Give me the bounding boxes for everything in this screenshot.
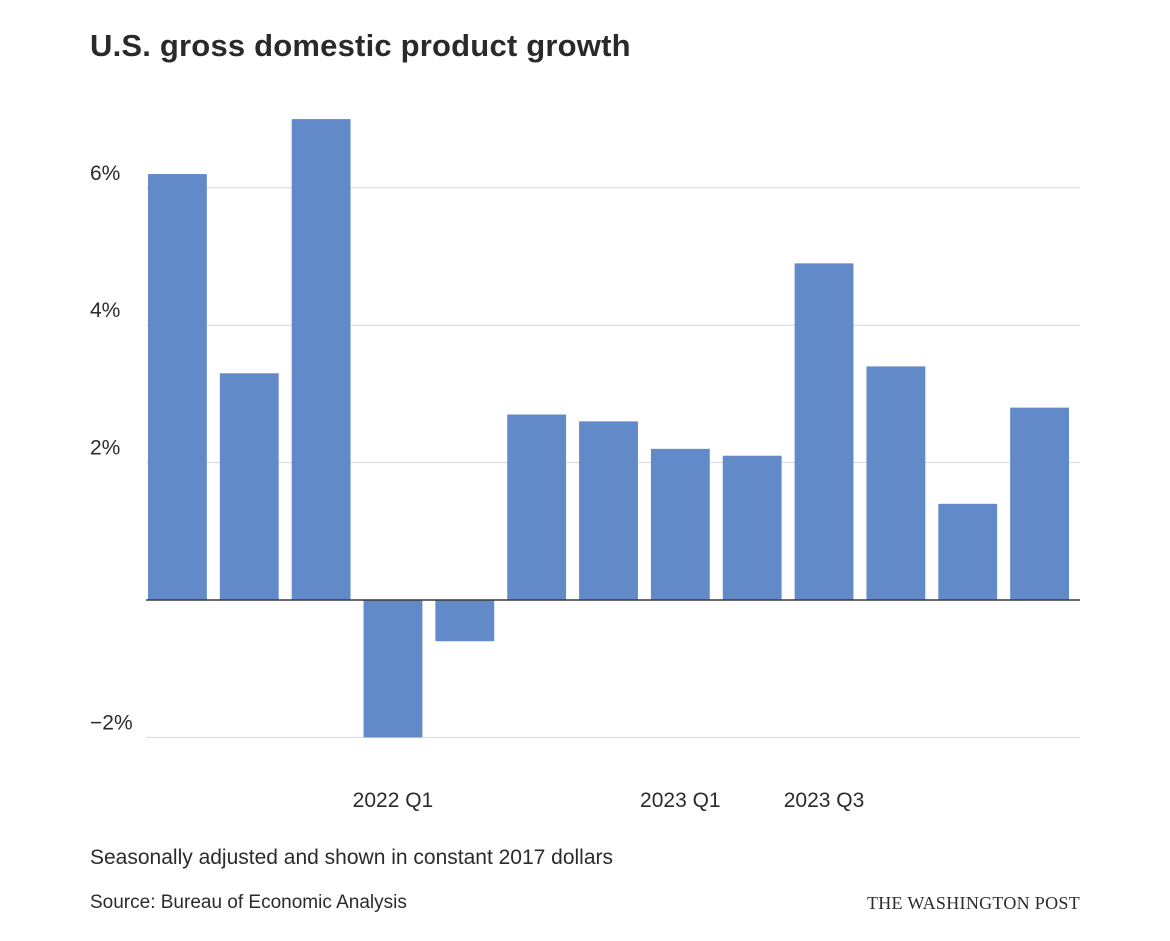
tick-labels: −2% 2% 4% 6% 2022 Q1 2023 Q1 2023 Q3 (90, 162, 864, 812)
chart-note: Seasonally adjusted and shown in constan… (90, 846, 614, 869)
bar (1010, 407, 1069, 600)
x-tick-label: 2022 Q1 (353, 789, 434, 812)
bar (435, 600, 495, 642)
bar (794, 263, 854, 600)
bar (866, 366, 926, 600)
bar (722, 455, 782, 600)
y-tick-label: 4% (90, 299, 120, 322)
y-tick-label: 6% (90, 162, 120, 185)
bar (291, 119, 351, 600)
y-tick-label: 2% (90, 437, 120, 460)
bar (148, 174, 207, 600)
y-tick-label: −2% (90, 711, 133, 734)
publisher-credit: THE WASHINGTON POST (866, 893, 1080, 913)
x-tick-label: 2023 Q3 (784, 789, 865, 812)
bar (938, 503, 998, 600)
chart-title: U.S. gross domestic product growth (90, 28, 631, 63)
bar (507, 414, 567, 600)
x-tick-label: 2023 Q1 (640, 789, 721, 812)
bars (148, 119, 1069, 738)
bar (363, 600, 423, 738)
bar (579, 421, 638, 600)
bar (650, 448, 710, 600)
source-line: Source: Bureau of Economic Analysis (90, 892, 407, 913)
bar (219, 373, 279, 600)
